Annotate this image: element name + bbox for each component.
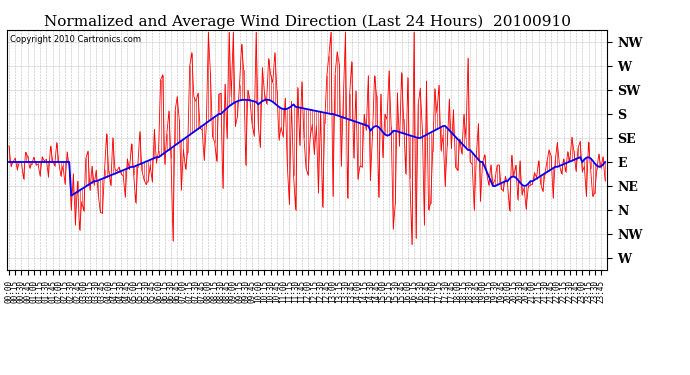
Title: Normalized and Average Wind Direction (Last 24 Hours)  20100910: Normalized and Average Wind Direction (L… xyxy=(43,15,571,29)
Text: Copyright 2010 Cartronics.com: Copyright 2010 Cartronics.com xyxy=(10,35,141,44)
